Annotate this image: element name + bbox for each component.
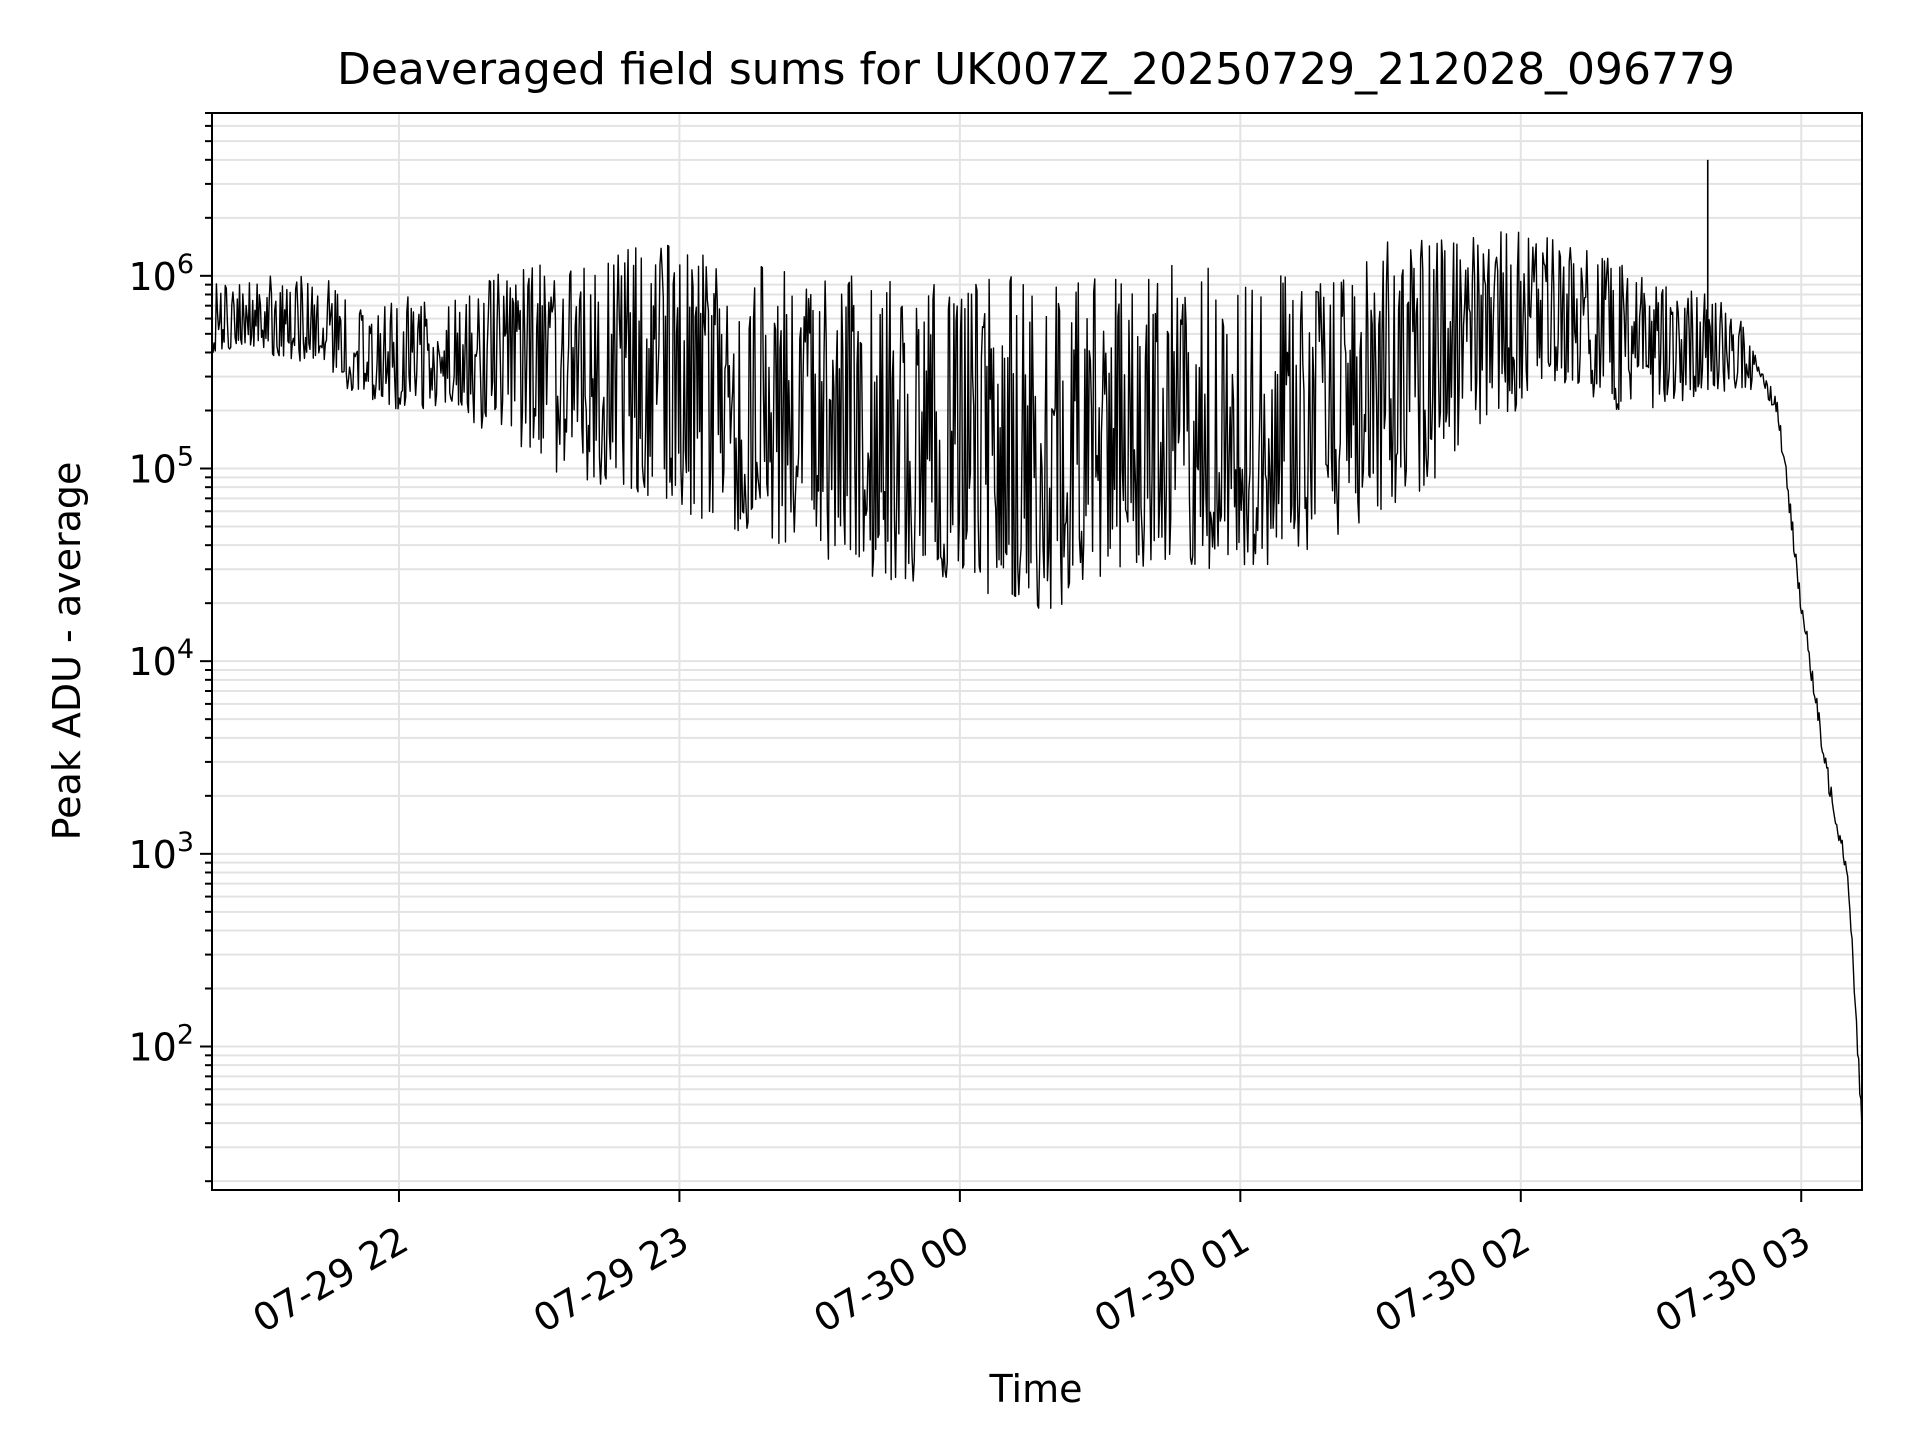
y-tick-label: 106 <box>128 249 194 299</box>
series-layer <box>211 159 1863 1130</box>
x-axis-label: Time <box>989 1367 1083 1411</box>
y-tick-label: 104 <box>128 634 194 684</box>
y-tick-label: 102 <box>128 1020 194 1070</box>
series-line <box>211 231 1863 1130</box>
y-axis: 102 103 104 105 106 <box>128 112 212 1183</box>
plot-frame <box>211 112 1863 1191</box>
chart-title: Deaveraged field sums for UK007Z_2025072… <box>337 44 1735 95</box>
y-tick-label: 103 <box>128 827 194 877</box>
y-axis-label: Peak ADU - average <box>45 462 89 841</box>
y-tick-label: 105 <box>128 441 194 491</box>
